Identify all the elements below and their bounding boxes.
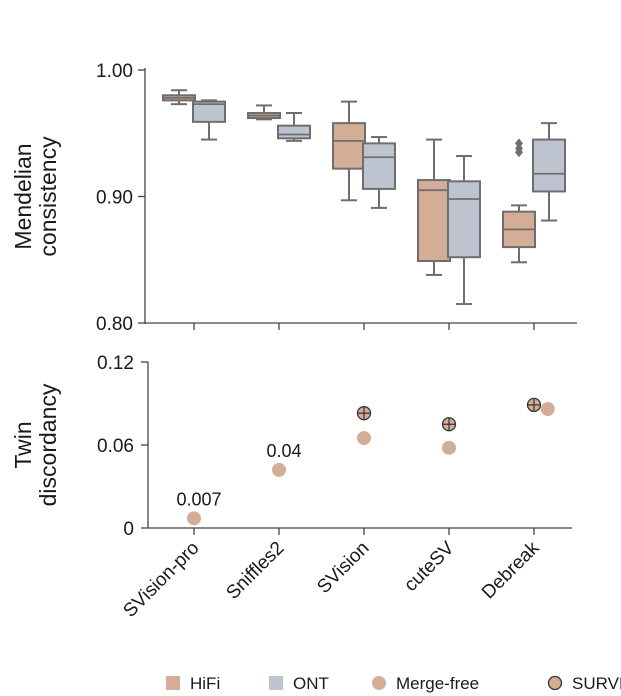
discordancy-y-label-line: discordancy: [35, 383, 61, 506]
category-labels: SVision-pro Sniffles2 SVision cuteSV Debreak: [119, 537, 543, 621]
box-ont-debreak: [532, 122, 566, 222]
discordancy-panel: 0.12 0.06 0 Twindiscordancy 0.007 0.04: [10, 353, 572, 540]
point-survivor-cutesv: [441, 417, 457, 432]
box-iqr: [332, 122, 366, 170]
category-label-sniffles2: Sniffles2: [222, 538, 288, 604]
box-ont-svision-pro: [192, 99, 226, 141]
legend-item-merge-free: Merge-free: [372, 674, 479, 693]
point-value-label: 0.007: [176, 489, 221, 509]
category-label-debreak: Debreak: [478, 537, 544, 603]
legend-label: Merge-free: [396, 674, 479, 693]
point-survivor-svision: [356, 406, 372, 421]
legend-item-survivor: SURVIVOR: [547, 674, 621, 693]
discordancy-y-tick-label: 0.06: [97, 436, 134, 457]
mendelian-y-label-line: consistency: [35, 136, 61, 257]
category-label-svision-pro: SVision-pro: [119, 538, 203, 622]
point-merge-free-cutesv: [442, 440, 456, 455]
category-label-cutesv: cuteSV: [400, 537, 458, 595]
legend-label: HiFi: [190, 674, 220, 693]
box-hifi-svision-pro: [162, 89, 196, 106]
mendelian-y-tick-label: 0.80: [96, 314, 133, 335]
box-ont-svision: [362, 136, 396, 209]
box-outlier: [515, 138, 523, 149]
box-hifi-svision: [332, 100, 366, 202]
discordancy-y-tick-label: 0.12: [97, 353, 134, 374]
box-iqr: [277, 124, 311, 140]
point-merge-free-debreak: [540, 402, 555, 417]
box-iqr: [447, 180, 481, 259]
discordancy-y-label-line: Twin: [10, 421, 36, 468]
mendelian-y-tick-label: 0.90: [96, 188, 133, 209]
point-value-label: 0.04: [266, 441, 301, 461]
legend-swatch-cross-circle: [547, 675, 563, 691]
box-iqr: [362, 142, 396, 190]
discordancy-y-tick-label: 0: [123, 519, 134, 540]
mendelian-y-label-line: Mendelian: [10, 143, 36, 249]
legend: HiFi ONT Merge-free SURVIVOR: [166, 674, 621, 693]
box-outlier: [515, 143, 523, 154]
legend-item-hifi: HiFi: [166, 674, 220, 693]
mendelian-y-tick-label: 1.00: [96, 61, 133, 82]
box-hifi-debreak: [502, 138, 536, 264]
category-label-svision: SVision: [313, 538, 373, 598]
legend-swatch-square: [269, 676, 283, 690]
mendelian-panel: 1.00 0.90 0.80 Mendelianconsistency: [10, 61, 577, 335]
box-ont-cutesv: [447, 155, 481, 306]
box-iqr: [532, 138, 566, 193]
box-hifi-cutesv: [417, 138, 451, 276]
legend-swatch-circle: [372, 676, 386, 690]
legend-swatch-square: [166, 676, 180, 690]
legend-label: ONT: [293, 674, 329, 693]
mendelian-y-label: Mendelianconsistency: [10, 136, 61, 257]
legend-label: SURVIVOR: [572, 674, 621, 693]
legend-item-ont: ONT: [269, 674, 329, 693]
point-merge-free-svision: [357, 431, 371, 446]
box-hifi-sniffles2: [247, 104, 281, 121]
box-iqr: [417, 179, 451, 263]
box-ont-sniffles2: [277, 112, 311, 142]
point-merge-free-sniffles2: [272, 462, 286, 477]
point-merge-free-svision-pro: [187, 511, 201, 526]
box-iqr: [192, 100, 226, 123]
discordancy-y-label: Twindiscordancy: [10, 383, 61, 506]
point-survivor-debreak: [526, 397, 542, 413]
